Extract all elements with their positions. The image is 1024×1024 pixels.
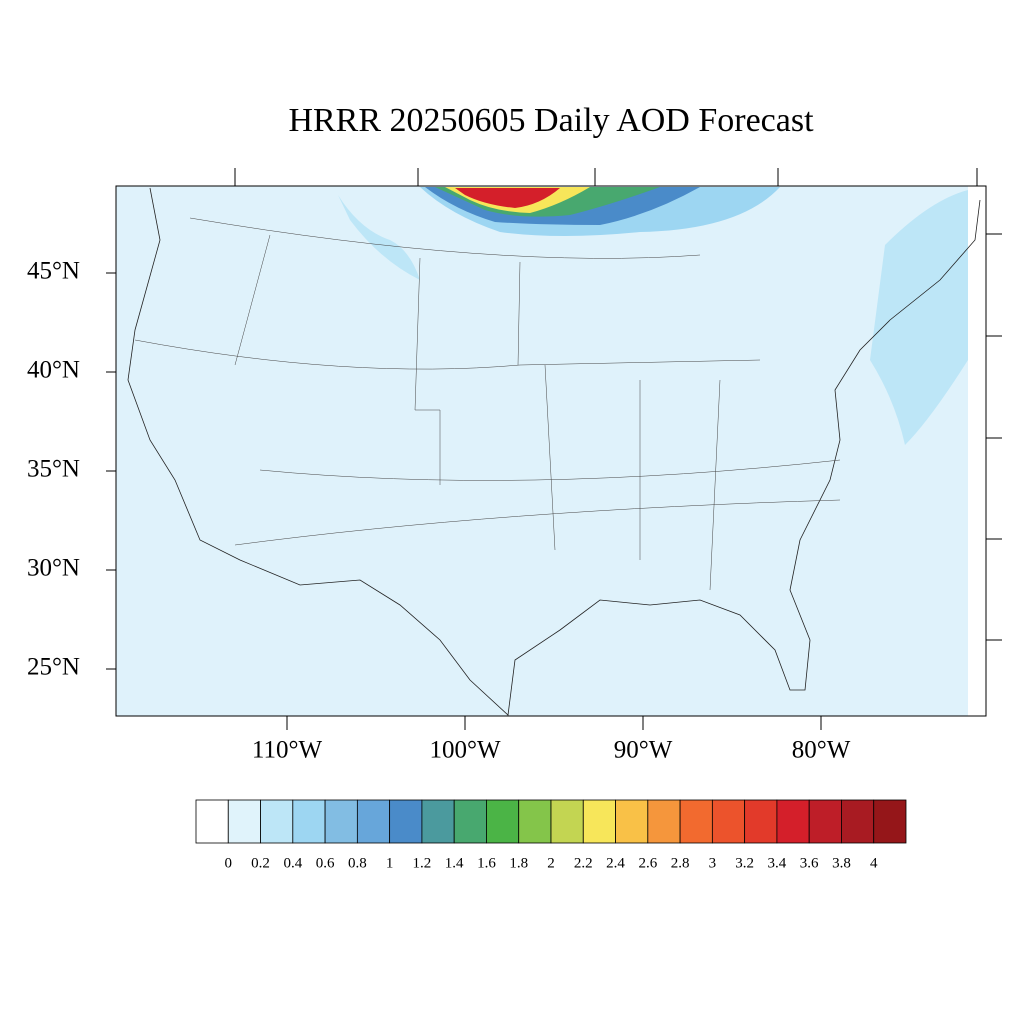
colorbar-box [453, 799, 487, 844]
colorbar-box [841, 799, 875, 844]
colorbar-label: 2.6 [638, 855, 657, 871]
colorbar-box [356, 799, 391, 844]
colorbar-label: 1.4 [445, 855, 464, 871]
colorbar-box [421, 799, 455, 844]
colorbar-box [582, 799, 616, 844]
colorbar-box [776, 799, 810, 844]
smoke-plume [455, 188, 560, 208]
colorbar-label: 3.4 [768, 855, 787, 871]
lon-label: 100°W [429, 737, 500, 764]
colorbar-box [679, 799, 713, 844]
lat-label: 45°N [27, 258, 80, 285]
colorbar-box [647, 799, 681, 844]
colorbar-box [227, 799, 261, 844]
colorbar-box [260, 799, 294, 844]
colorbar-label: 0.4 [283, 855, 302, 871]
colorbar-label: 2.8 [671, 855, 690, 871]
colorbar-label: 2.4 [606, 855, 625, 871]
coastline [127, 187, 981, 716]
colorbar-label: 1.6 [477, 855, 496, 871]
lat-label: 30°N [27, 555, 80, 582]
map-background [116, 186, 986, 716]
colorbar-box [292, 799, 326, 844]
colorbar-box [486, 799, 520, 844]
lat-label: 40°N [27, 357, 80, 384]
map-frame [115, 185, 987, 717]
coastal-aod [870, 190, 968, 445]
colorbar-label: 3 [709, 855, 717, 871]
lat-label: 25°N [27, 654, 80, 681]
colorbar-label: 4 [870, 855, 878, 871]
title: HRRR 20250605 Daily AOD Forecast [288, 102, 814, 139]
colorbar-label: 0.8 [348, 855, 367, 871]
colorbar-label: 1.2 [413, 855, 432, 871]
colorbar-label: 1.8 [509, 855, 528, 871]
lon-label: 80°W [792, 737, 851, 764]
colorbar-box [550, 799, 584, 844]
colorbar-box [873, 799, 907, 844]
colorbar-box [195, 799, 229, 844]
colorbar-box [615, 799, 649, 844]
colorbar-label: 3.6 [800, 855, 819, 871]
lat-label: 35°N [27, 456, 80, 483]
colorbar-label: 2 [547, 855, 555, 871]
aod-patch [338, 195, 420, 280]
colorbar: 0 0.2 0.4 0.6 0.8 1 1.2 1.4 1.6 1.8 2 2.2 2.4 2.6 2.8 3… [195, 799, 907, 871]
colorbar-box [324, 799, 358, 844]
missing-strip [968, 186, 986, 716]
lon-label: 90°W [614, 737, 673, 764]
colorbar-label: 2.2 [574, 855, 593, 871]
colorbar-box [711, 799, 746, 844]
colorbar-label: 3.8 [832, 855, 851, 871]
colorbar-label: 0.6 [316, 855, 335, 871]
colorbar-box [808, 799, 842, 844]
state-borders [134, 217, 841, 591]
colorbar-label: 1 [386, 855, 394, 871]
map: 45°N 40°N 35°N 30°N 25°N 110°W 100°W 90°W 80°W [27, 168, 1002, 764]
colorbar-label: 0 [225, 855, 233, 871]
colorbar-label: 0.2 [251, 855, 270, 871]
colorbar-label: 3.2 [735, 855, 754, 871]
lon-label: 110°W [252, 737, 323, 764]
colorbar-box [518, 799, 552, 844]
colorbar-box [389, 799, 423, 844]
colorbar-box [744, 799, 778, 844]
